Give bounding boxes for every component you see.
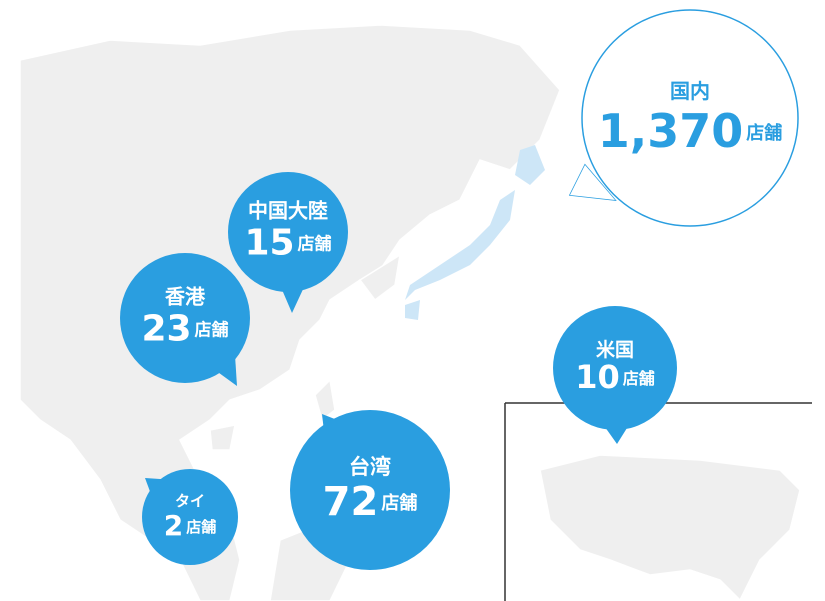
store-count: 23 店舗 bbox=[141, 309, 228, 350]
body-cover bbox=[583, 11, 797, 225]
bubble-tail bbox=[280, 285, 305, 313]
count: 15 bbox=[244, 223, 294, 264]
count: 72 bbox=[323, 479, 379, 525]
unit: 店舗 bbox=[623, 369, 655, 388]
bubble-body bbox=[228, 172, 348, 292]
bubble-body bbox=[142, 469, 238, 565]
bubble-body bbox=[290, 410, 450, 570]
count: 23 bbox=[141, 309, 191, 350]
region-name: 台湾 bbox=[349, 455, 391, 479]
count: 1,370 bbox=[598, 104, 744, 158]
region-name: 中国大陸 bbox=[248, 199, 328, 223]
region-name: タイ bbox=[175, 492, 205, 510]
store-count: 15 店舗 bbox=[244, 223, 331, 264]
store-count: 72 店舗 bbox=[323, 479, 418, 525]
bubble-body bbox=[120, 253, 250, 383]
bubble: タイ2 店舗 bbox=[142, 469, 238, 565]
count: 2 bbox=[164, 509, 183, 542]
japan bbox=[405, 145, 545, 320]
region-name: 香港 bbox=[165, 285, 206, 309]
region-name: 国内 bbox=[670, 79, 710, 103]
bubble: 国内1,370 店舗 bbox=[568, 9, 799, 227]
store-count: 2 店舗 bbox=[164, 509, 217, 542]
store-count: 10 店舗 bbox=[575, 358, 655, 396]
store-count: 1,370 店舗 bbox=[598, 104, 783, 158]
count: 10 bbox=[575, 358, 620, 396]
unit: 店舗 bbox=[746, 122, 782, 144]
bubble-body bbox=[553, 306, 677, 430]
unit: 店舗 bbox=[298, 234, 332, 255]
unit: 店舗 bbox=[381, 492, 417, 514]
unit: 店舗 bbox=[195, 320, 229, 341]
land bbox=[19, 24, 801, 601]
region-name: 米国 bbox=[596, 338, 634, 361]
unit: 店舗 bbox=[186, 517, 216, 535]
tail-cover bbox=[570, 165, 615, 200]
